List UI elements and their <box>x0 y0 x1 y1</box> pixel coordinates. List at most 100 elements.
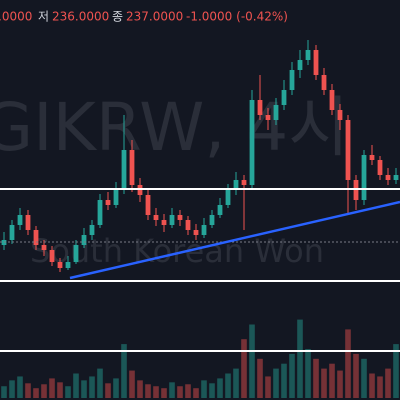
volume-bar <box>289 353 295 398</box>
candle-body <box>105 200 111 205</box>
close-label: 종 <box>112 10 123 24</box>
candle-body <box>41 245 47 250</box>
volume-bar <box>345 329 351 398</box>
candle-body <box>57 262 63 268</box>
volume-bar <box>25 383 31 398</box>
volume-bar <box>393 344 399 398</box>
candle-body <box>17 215 23 225</box>
candle-body <box>97 200 103 225</box>
low-value: 236.0000 <box>52 10 109 24</box>
candle-body <box>89 225 95 235</box>
candle-body <box>265 115 271 120</box>
candle-body <box>273 105 279 120</box>
volume-bar <box>161 388 167 398</box>
volume-bar <box>353 353 359 398</box>
volume-bar <box>121 344 127 398</box>
candle-body <box>361 155 367 200</box>
candle-body <box>321 75 327 90</box>
volume-bar <box>329 363 335 398</box>
candle-body <box>337 110 343 120</box>
volume-bar <box>105 383 111 398</box>
volume-bar <box>17 376 23 398</box>
close-value: 237.0000 <box>126 10 183 24</box>
volume-bar <box>129 370 135 398</box>
volume-bar <box>257 358 263 398</box>
trend-line <box>69 200 400 280</box>
candle-body <box>121 150 127 190</box>
candle-body <box>161 220 167 225</box>
volume-bar <box>249 324 255 398</box>
change: -1.0000 (-0.42%) <box>186 10 288 24</box>
candle-body <box>169 215 175 225</box>
volume-bar <box>137 380 143 398</box>
candle-body <box>25 215 31 230</box>
volume-bar <box>185 384 191 398</box>
volume-bar <box>57 382 63 398</box>
candle-body <box>185 220 191 230</box>
low-label: 저 <box>38 10 49 24</box>
volume-bar <box>145 384 151 398</box>
volume-bar <box>153 386 159 398</box>
candle-body <box>113 190 119 205</box>
volume-bar <box>1 386 7 398</box>
candle-body <box>393 175 399 180</box>
volume-bar <box>241 339 247 398</box>
volume-bar <box>265 376 271 398</box>
candle-body <box>33 230 39 245</box>
volume-bar <box>73 373 79 398</box>
volume-bar <box>33 388 39 398</box>
candle-body <box>329 90 335 110</box>
candle-body <box>201 225 207 235</box>
candle-body <box>257 100 263 115</box>
candle-body <box>305 50 311 60</box>
volume-bar <box>273 368 279 398</box>
candle-body <box>209 215 215 225</box>
candle-body <box>249 100 255 185</box>
candle-body <box>233 180 239 190</box>
volume-bar <box>225 373 231 398</box>
candle-body <box>289 70 295 90</box>
volume-bar <box>9 380 15 398</box>
candle-body <box>385 175 391 180</box>
candle-body <box>217 205 223 215</box>
volume-bar <box>385 368 391 398</box>
candle-body <box>281 90 287 105</box>
volume-bar <box>49 378 55 398</box>
plot <box>1 40 399 398</box>
candle-body <box>177 215 183 220</box>
candle-body <box>225 190 231 205</box>
volume-bar <box>337 370 343 398</box>
candle-body <box>9 225 15 240</box>
volume-bar <box>233 368 239 398</box>
volume-bar <box>177 386 183 398</box>
watermark-symbol: GIKRW, 4시 <box>0 89 349 166</box>
candle-body <box>241 180 247 185</box>
volume-bar <box>313 358 319 398</box>
volume-bar <box>169 382 175 398</box>
open-value: .0000 <box>0 10 32 24</box>
volume-bar <box>305 349 311 398</box>
candle-body <box>65 262 71 268</box>
volume-bar <box>377 376 383 398</box>
volume-bar <box>321 368 327 398</box>
candle-body <box>297 60 303 70</box>
volume-bar <box>369 373 375 398</box>
candle-body <box>153 215 159 220</box>
volume-bar <box>297 319 303 398</box>
watermark-name: South Korean Won <box>30 232 324 270</box>
volume-bar <box>361 358 367 398</box>
candle-body <box>129 150 135 185</box>
candle-body <box>73 245 79 262</box>
volume-bar <box>201 380 207 398</box>
volume-bar <box>281 363 287 398</box>
volume-bar <box>81 380 87 398</box>
volume-bar <box>41 384 47 398</box>
volume-bar <box>97 368 103 398</box>
candle-body <box>313 50 319 75</box>
volume-bar <box>65 386 71 398</box>
volume-bar <box>217 378 223 398</box>
candle-body <box>345 120 351 180</box>
